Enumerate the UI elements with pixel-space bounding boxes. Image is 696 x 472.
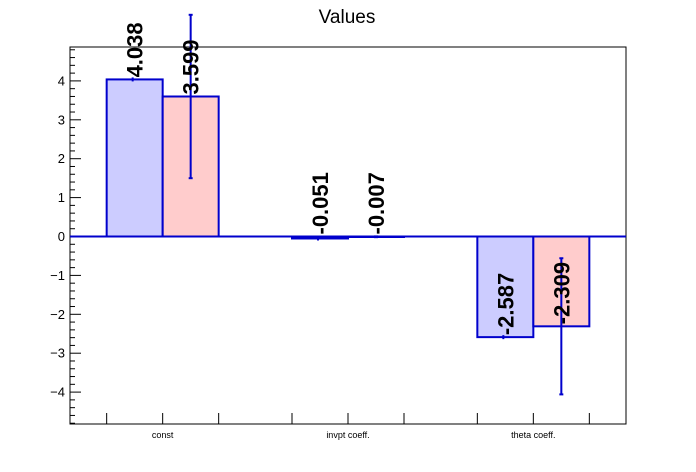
y-tick-label: −1 — [50, 268, 65, 283]
data-label: -2.587 — [493, 273, 518, 335]
data-labels: 4.038 -0.051 -2.587 3.599 -0.007 -2.309 — [123, 22, 575, 335]
data-label: -2.309 — [549, 262, 574, 324]
error-bars — [131, 13, 564, 396]
x-axis: const invpt coeff. theta coeff. — [106, 413, 590, 440]
y-tick-label: 2 — [58, 151, 65, 166]
data-label: 3.599 — [179, 39, 204, 94]
data-label: 4.038 — [123, 22, 148, 77]
x-category-label: const — [152, 430, 174, 440]
chart-title: Values — [319, 7, 376, 28]
data-label: -0.007 — [364, 172, 389, 234]
y-tick-label: −2 — [50, 307, 65, 322]
y-axis: −4 −3 −2 −1 0 1 2 3 4 — [50, 49, 81, 424]
y-tick-label: 3 — [58, 112, 65, 127]
bar — [476, 235, 535, 339]
x-category-label: theta coeff. — [511, 430, 555, 440]
bar — [105, 78, 164, 238]
data-label: -0.051 — [308, 172, 333, 234]
y-tick-label: 0 — [58, 229, 65, 244]
x-category-label: invpt coeff. — [326, 430, 369, 440]
y-tick-label: 4 — [58, 73, 65, 88]
y-tick-label: −4 — [50, 385, 65, 400]
y-tick-label: 1 — [58, 190, 65, 205]
y-tick-label: −3 — [50, 346, 65, 361]
